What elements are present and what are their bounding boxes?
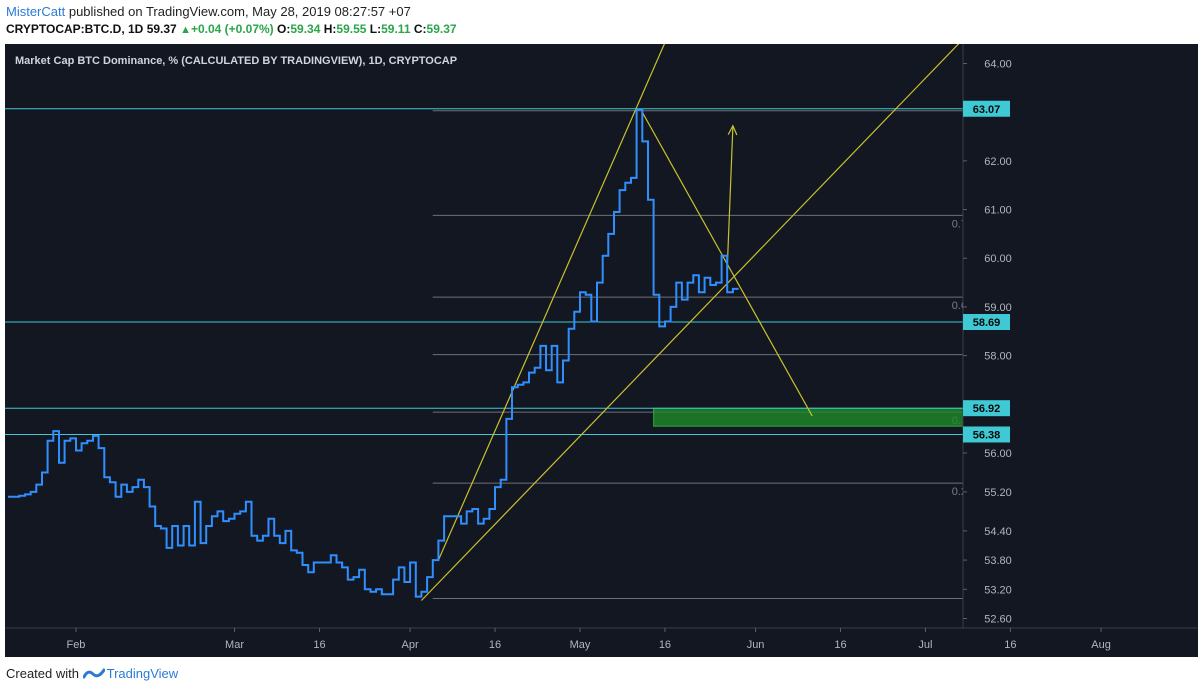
price-tick-label: 52.60	[984, 614, 1012, 626]
chart-title: Market Cap BTC Dominance, % (CALCULATED …	[15, 55, 457, 67]
price-tick-label: 58.00	[984, 351, 1012, 363]
low-label: L:	[369, 22, 382, 36]
chart-panel[interactable]: 1(63.03)0.786(60.88)0.618(59.20)0.5(58.0…	[5, 44, 1198, 657]
price-series-line	[8, 108, 739, 598]
level-price-tag-label: 56.92	[973, 403, 1001, 415]
trend-line-alt-rise-arrow	[726, 125, 734, 268]
up-triangle-icon: ▲	[180, 24, 191, 36]
time-axis[interactable]: Feb Mar 16 Apr 16 May 16 Jun 16 Jul 16 Aug	[5, 627, 1198, 657]
level-price-tag	[963, 426, 1010, 443]
close-label: C:	[413, 22, 427, 36]
horizontal-levels[interactable]	[5, 108, 963, 435]
price-tick-label: 62.00	[984, 156, 1012, 168]
time-tick-label: 16	[659, 639, 671, 651]
time-axis-background	[5, 628, 1198, 657]
time-tick-label: May	[570, 639, 591, 651]
time-tick-label: Aug	[1091, 639, 1111, 651]
symbol-label: CRYPTOCAP:BTC.D, 1D	[6, 22, 144, 36]
publication-info: MisterCatt published on TradingView.com,…	[6, 4, 411, 19]
level-price-tag-label: 58.69	[973, 317, 1001, 329]
open-label: O:	[277, 22, 291, 36]
time-tick-label: 16	[489, 639, 501, 651]
price-tick-label: 55.20	[984, 487, 1012, 499]
price-series	[8, 108, 739, 598]
open-value: 59.34	[290, 22, 321, 36]
footer: Created with TradingView	[6, 666, 178, 681]
tradingview-brand-link[interactable]: TradingView	[106, 666, 179, 681]
price-tick-label: 53.20	[984, 584, 1012, 596]
symbol-quote: CRYPTOCAP:BTC.D, 1D 59.37 ▲+0.04 (+0.07%…	[6, 22, 457, 36]
time-tick-label: 16	[834, 639, 846, 651]
author-link[interactable]: MisterCatt	[6, 4, 66, 19]
price-tick-label: 59.00	[984, 302, 1012, 314]
fib-level-label: 0.236(55.38)	[952, 486, 1014, 498]
price-tick-label: 56.00	[984, 448, 1012, 460]
price-axis-background	[963, 44, 1198, 657]
close-value: 59.37	[426, 22, 457, 36]
target-zone-layer[interactable]	[653, 407, 1017, 427]
price-tick-label: 64.00	[984, 58, 1012, 70]
arrow-head-icon	[727, 124, 738, 136]
low-value: 59.11	[381, 22, 411, 36]
level-price-tag-label: 56.38	[973, 429, 1001, 441]
published-text: published on TradingView.com, May 28, 20…	[65, 4, 411, 19]
time-tick-label: Jul	[918, 639, 932, 651]
time-tick-label: Apr	[402, 639, 419, 651]
fib-level-label: 0.786(60.88)	[952, 218, 1014, 230]
publication-header: MisterCatt published on TradingView.com,…	[0, 0, 1203, 44]
high-label: H:	[323, 22, 337, 36]
created-with-text: Created with	[6, 666, 79, 681]
level-price-tag	[963, 314, 1010, 331]
last-price: 59.37	[146, 22, 177, 36]
fib-level-label: 0.618(59.20)	[952, 300, 1014, 312]
trend-line-rising-channel-upper	[437, 44, 665, 561]
time-tick-label: Jun	[747, 639, 765, 651]
price-change: +0.04 (+0.07%)	[190, 22, 274, 36]
level-price-tags: 63.07 58.69 56.92 56.38	[963, 100, 1010, 443]
time-tick-label: 16	[313, 639, 325, 651]
btc-dominance-chart[interactable]: 1(63.03)0.786(60.88)0.618(59.20)0.5(58.0…	[5, 44, 1198, 657]
level-price-tag-label: 63.07	[973, 104, 1001, 116]
trend-line-rising-support	[420, 44, 960, 601]
level-price-tag	[963, 400, 1010, 417]
time-tick-label: Feb	[66, 639, 85, 651]
price-tick-label: 60.00	[984, 253, 1012, 265]
high-value: 59.55	[336, 22, 367, 36]
tradingview-logo-icon	[82, 668, 105, 679]
price-axis[interactable]: 64.00 62.00 61.00 60.00 59.00 58.00 56.00 55.20…	[962, 44, 1198, 657]
price-tick-label: 61.00	[984, 205, 1012, 217]
price-tick-label: 53.80	[984, 555, 1012, 567]
target-zone-box	[653, 407, 1017, 427]
time-tick-label: 16	[1004, 639, 1016, 651]
price-tick-label: 54.40	[984, 526, 1012, 538]
level-price-tag	[963, 100, 1010, 117]
time-tick-label: Mar	[225, 639, 244, 651]
